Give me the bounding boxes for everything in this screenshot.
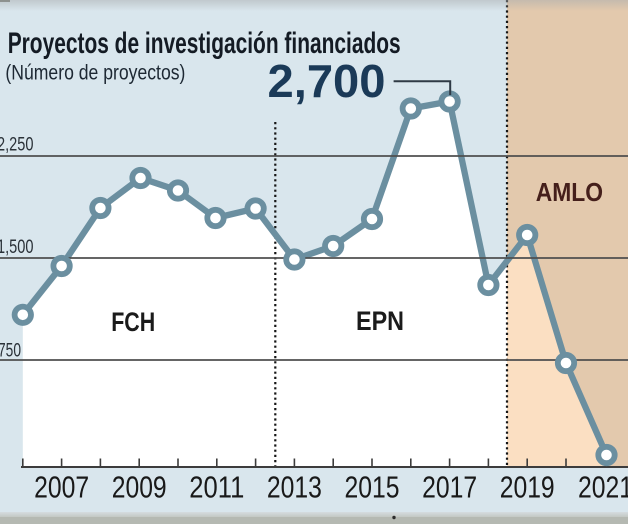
svg-text:Proyectos de investigación fin: Proyectos de investigación financiados [8, 27, 401, 60]
svg-text:2015: 2015 [345, 470, 400, 505]
svg-text:2019: 2019 [500, 470, 555, 505]
svg-text:2007: 2007 [34, 470, 89, 505]
svg-text:750: 750 [0, 340, 21, 362]
svg-text:EPN: EPN [356, 306, 404, 336]
svg-text:2017: 2017 [422, 470, 477, 505]
svg-text:2009: 2009 [112, 470, 167, 505]
svg-text:(Número de proyectos): (Número de proyectos) [5, 62, 185, 85]
svg-text:2013: 2013 [267, 470, 322, 505]
svg-text:2,250: 2,250 [0, 134, 34, 156]
svg-text:2011: 2011 [189, 470, 244, 505]
svg-text:2021: 2021 [578, 470, 628, 505]
svg-text:2,700: 2,700 [268, 55, 386, 107]
svg-text:AMLO: AMLO [536, 177, 603, 207]
svg-text:1,500: 1,500 [0, 236, 34, 258]
svg-text:FCH: FCH [111, 307, 155, 337]
